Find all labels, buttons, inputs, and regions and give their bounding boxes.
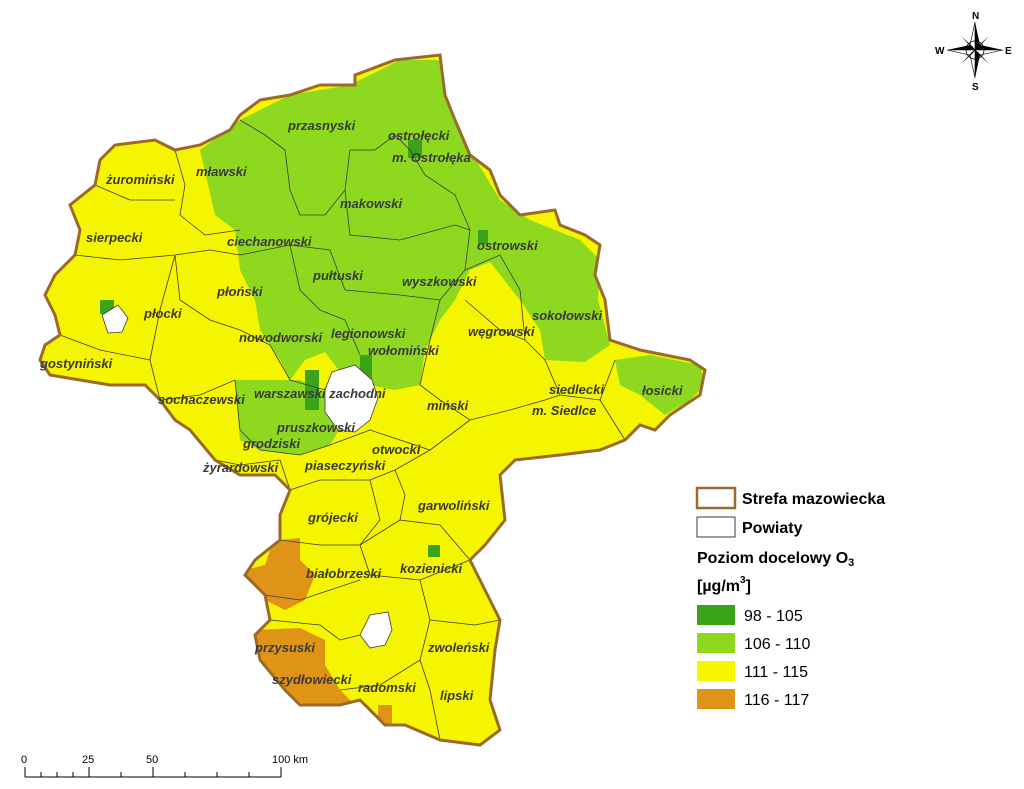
label-bialobrzeski: białobrzeski [306, 566, 382, 581]
warsaw-exclusion [324, 364, 379, 433]
district-labels: przasnyski ostrołęcki m. Ostrołęka żurom… [39, 118, 683, 703]
label-przasnyski: przasnyski [287, 118, 356, 133]
label-kozienicki: kozienicki [400, 561, 463, 576]
label-makowski: makowski [340, 196, 403, 211]
legend: Strefa mazowiecka Powiaty Poziom docelow… [695, 486, 885, 709]
ozone-zone-98-105 [478, 230, 488, 244]
legend-class-2: 111 - 115 [744, 664, 808, 681]
label-szydlowiecki: szydłowiecki [272, 672, 352, 687]
label-pruszkowski: pruszkowski [276, 420, 355, 435]
label-warszawski-zachodni: warszawski zachodni [254, 386, 386, 401]
label-zwolenski: zwoleński [427, 640, 490, 655]
ozone-zone-98-105 [428, 545, 440, 557]
label-wyszkowski: wyszkowski [402, 274, 477, 289]
legend-title-main: Poziom docelowy O [697, 550, 848, 567]
legend-swatch-class-2 [697, 661, 735, 681]
label-m-siedlce: m. Siedlce [532, 403, 596, 418]
plock-exclusion [101, 304, 129, 334]
zone-outline [38, 53, 707, 747]
legend-districts-label: Powiaty [742, 520, 803, 537]
legend-unit-sup: 3 [740, 575, 746, 586]
label-plocki: płocki [143, 306, 182, 321]
label-losicki: łosicki [642, 383, 683, 398]
legend-unit-suffix: ] [746, 578, 751, 595]
legend-class-3: 116 - 117 [744, 692, 809, 709]
label-gostyninski: gostyniński [39, 356, 113, 371]
legend-districts-swatch [696, 516, 736, 538]
legend-zone-swatch [695, 486, 737, 510]
compass-e: E [1005, 46, 1012, 57]
legend-swatch-class-0 [697, 605, 735, 625]
label-minski: miński [427, 398, 469, 413]
legend-zone-label: Strefa mazowiecka [742, 491, 885, 508]
label-ostrolecki: ostrołęcki [388, 128, 450, 143]
label-lipski: lipski [440, 688, 474, 703]
legend-unit-prefix: [µg/m [697, 578, 740, 595]
label-zyrardowski: żyrardowski [202, 460, 279, 475]
legend-class-1: 106 - 110 [744, 636, 811, 653]
label-pultuski: pułtuski [312, 268, 363, 283]
label-grojecki: grójecki [307, 510, 358, 525]
compass-n: N [972, 11, 979, 22]
legend-class-0: 98 - 105 [744, 608, 803, 625]
scale-tick-100: 100 km [272, 754, 308, 766]
label-wolominski: wołomiński [368, 343, 439, 358]
label-grodziski: grodziski [242, 436, 300, 451]
label-otwocki: otwocki [372, 442, 421, 457]
ozone-zone-98-105 [305, 370, 319, 410]
legend-swatch-class-3 [697, 689, 735, 709]
label-legionowski: legionowski [331, 326, 406, 341]
label-m-ostroleka: m. Ostrołęka [392, 150, 471, 165]
label-sierpecki: sierpecki [86, 230, 143, 245]
ozone-zone-106-110 [615, 355, 705, 415]
label-zurominski: żuromiński [105, 172, 175, 187]
ozone-zone-98-105 [408, 140, 422, 158]
district-borders [59, 119, 626, 741]
scale-tick-25: 25 [82, 754, 94, 766]
ozone-zone-106-110 [200, 60, 610, 390]
compass-w: W [935, 46, 945, 57]
label-wegrowski: węgrowski [468, 324, 535, 339]
label-siedlecki: siedlecki [549, 382, 604, 397]
compass-rose-icon: N S E W [935, 11, 1012, 93]
label-nowodworski: nowodworski [239, 330, 322, 345]
legend-unit: [µg/m3] [697, 575, 751, 595]
legend-swatch-class-1 [697, 633, 735, 653]
scale-bar: 0 25 50 100 km [21, 754, 308, 778]
compass-s: S [972, 82, 979, 93]
scale-tick-0: 0 [21, 754, 27, 766]
legend-title-sub: 3 [848, 557, 854, 569]
scale-tick-50: 50 [146, 754, 158, 766]
legend-title: Poziom docelowy O3 [697, 550, 854, 569]
label-piaseczynski: piaseczyński [304, 458, 386, 473]
label-garwolinski: garwoliński [417, 498, 490, 513]
label-sokolowski: sokołowski [532, 308, 602, 323]
label-ciechanowski: ciechanowski [227, 234, 312, 249]
label-ostrowski: ostrowski [477, 238, 538, 253]
label-plonski: płoński [216, 284, 263, 299]
label-przysuski: przysuski [254, 640, 315, 655]
label-sochaczewski: sochaczewski [158, 392, 245, 407]
label-radomski: radomski [358, 680, 416, 695]
label-mlawski: mławski [196, 164, 247, 179]
